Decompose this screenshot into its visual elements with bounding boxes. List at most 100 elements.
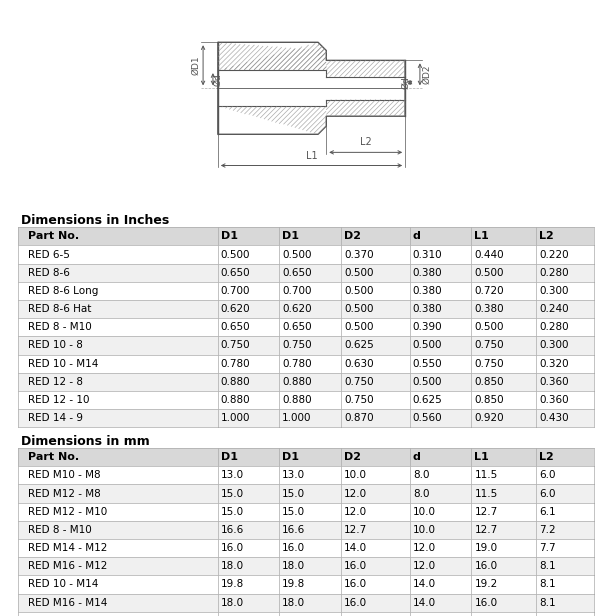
Text: 8.0: 8.0 [413, 488, 429, 498]
Text: 0.500: 0.500 [475, 268, 504, 278]
Text: RED 8 - M10: RED 8 - M10 [28, 525, 92, 535]
Text: 11.5: 11.5 [475, 488, 497, 498]
Text: 6.0: 6.0 [539, 471, 556, 480]
Text: 0.380: 0.380 [413, 286, 442, 296]
Text: 12.7: 12.7 [344, 525, 367, 535]
Text: 0.780: 0.780 [282, 359, 312, 368]
Text: 0.625: 0.625 [344, 341, 374, 351]
Text: 16.0: 16.0 [344, 598, 367, 607]
Text: 0.240: 0.240 [539, 304, 569, 314]
Text: 16.0: 16.0 [344, 580, 367, 590]
Text: 6.1: 6.1 [539, 507, 556, 517]
Text: 0.370: 0.370 [344, 249, 374, 259]
Text: 0.560: 0.560 [413, 413, 442, 423]
Text: 10.0: 10.0 [344, 471, 367, 480]
Text: 19.0: 19.0 [475, 543, 497, 553]
Text: 8.1: 8.1 [539, 561, 556, 571]
Text: L1: L1 [305, 150, 317, 161]
Text: 0.500: 0.500 [344, 322, 374, 332]
Text: 0.320: 0.320 [539, 359, 569, 368]
Text: 16.0: 16.0 [221, 543, 244, 553]
Text: 0.310: 0.310 [413, 249, 442, 259]
Text: RED M16 - M12: RED M16 - M12 [28, 561, 107, 571]
Text: 18.0: 18.0 [221, 598, 244, 607]
Text: RED 10 - 8: RED 10 - 8 [28, 341, 83, 351]
Text: RED 8 - M10: RED 8 - M10 [28, 322, 92, 332]
Text: 16.0: 16.0 [475, 598, 497, 607]
Text: 0.700: 0.700 [282, 286, 311, 296]
Text: L2: L2 [539, 232, 554, 241]
Text: D2: D2 [344, 232, 361, 241]
Text: 0.500: 0.500 [413, 341, 442, 351]
Text: 0.750: 0.750 [221, 341, 250, 351]
Text: Dimensions in Inches: Dimensions in Inches [21, 214, 169, 227]
Text: 10.0: 10.0 [413, 507, 436, 517]
Text: 1.000: 1.000 [282, 413, 311, 423]
Text: 16.0: 16.0 [282, 543, 305, 553]
Text: 18.0: 18.0 [282, 598, 305, 607]
Text: 0.625: 0.625 [413, 395, 443, 405]
Text: 0.380: 0.380 [413, 268, 442, 278]
Text: D1: D1 [282, 452, 299, 462]
Text: 0.280: 0.280 [539, 322, 569, 332]
Text: 15.0: 15.0 [221, 507, 244, 517]
Text: RED 12 - 8: RED 12 - 8 [28, 377, 83, 387]
Text: 0.750: 0.750 [475, 341, 504, 351]
Text: 13.0: 13.0 [221, 471, 244, 480]
Text: 0.780: 0.780 [221, 359, 250, 368]
Text: RED 8-6: RED 8-6 [28, 268, 70, 278]
Text: 0.380: 0.380 [475, 304, 504, 314]
Text: 0.280: 0.280 [539, 268, 569, 278]
Text: 12.0: 12.0 [344, 507, 367, 517]
Text: RED M10 - M8: RED M10 - M8 [28, 471, 101, 480]
Text: 14.0: 14.0 [413, 580, 436, 590]
Text: 10.0: 10.0 [413, 525, 436, 535]
Text: L2: L2 [539, 452, 554, 462]
Text: 0.880: 0.880 [221, 395, 250, 405]
Text: 0.360: 0.360 [539, 395, 569, 405]
Text: 0.430: 0.430 [539, 413, 569, 423]
Text: 0.620: 0.620 [221, 304, 250, 314]
Text: RED M14 - M12: RED M14 - M12 [28, 543, 107, 553]
Text: 0.880: 0.880 [221, 377, 250, 387]
Text: 1.000: 1.000 [221, 413, 250, 423]
Text: 8.1: 8.1 [539, 598, 556, 607]
Text: 7.2: 7.2 [539, 525, 556, 535]
Text: 6.0: 6.0 [539, 488, 556, 498]
Text: D2: D2 [344, 452, 361, 462]
Text: 16.6: 16.6 [282, 525, 305, 535]
Text: 0.500: 0.500 [221, 249, 250, 259]
Text: 0.500: 0.500 [344, 304, 374, 314]
Text: 15.0: 15.0 [221, 488, 244, 498]
Text: 18.0: 18.0 [221, 561, 244, 571]
Text: D1: D1 [221, 232, 238, 241]
Text: RED 8-6 Long: RED 8-6 Long [28, 286, 98, 296]
Text: 0.500: 0.500 [344, 268, 374, 278]
Text: 8.1: 8.1 [539, 580, 556, 590]
Text: 14.0: 14.0 [413, 598, 436, 607]
Text: 19.8: 19.8 [221, 580, 244, 590]
Text: 12.7: 12.7 [475, 525, 497, 535]
Text: 0.500: 0.500 [282, 249, 311, 259]
Text: 12.0: 12.0 [413, 543, 436, 553]
Text: 0.360: 0.360 [539, 377, 569, 387]
Text: 0.620: 0.620 [282, 304, 312, 314]
Text: 16.0: 16.0 [344, 561, 367, 571]
Text: 19.8: 19.8 [282, 580, 305, 590]
Text: RED 10 - M14: RED 10 - M14 [28, 359, 98, 368]
Text: 0.720: 0.720 [475, 286, 504, 296]
Text: RED M12 - M8: RED M12 - M8 [28, 488, 101, 498]
Text: D1: D1 [221, 452, 238, 462]
Text: 0.300: 0.300 [539, 341, 569, 351]
Text: 16.0: 16.0 [475, 561, 497, 571]
Text: ØD1: ØD1 [191, 55, 200, 75]
Text: 0.880: 0.880 [282, 377, 312, 387]
Text: Ød: Ød [401, 76, 410, 89]
Text: 7.7: 7.7 [539, 543, 556, 553]
Text: 0.700: 0.700 [221, 286, 250, 296]
Text: 0.550: 0.550 [413, 359, 442, 368]
Text: 0.630: 0.630 [344, 359, 374, 368]
Text: 13.0: 13.0 [282, 471, 305, 480]
Text: 16.6: 16.6 [221, 525, 244, 535]
Text: 11.5: 11.5 [475, 471, 497, 480]
